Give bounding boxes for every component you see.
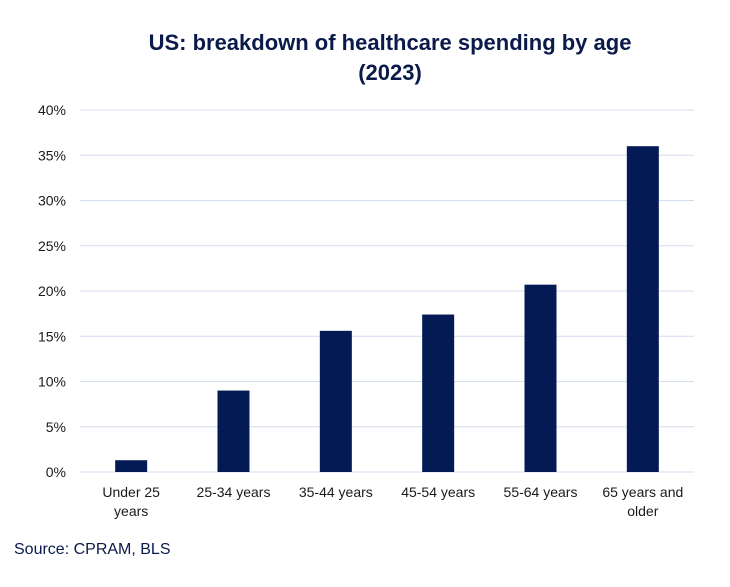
bar [626, 146, 659, 472]
x-category-label: Under 25 years [102, 484, 160, 519]
x-category-label: 25-34 years [197, 484, 271, 500]
bar [217, 390, 250, 472]
y-tick-label: 30% [38, 193, 66, 209]
y-tick-label: 20% [38, 283, 66, 299]
x-category-label: 55-64 years [504, 484, 578, 500]
y-tick-label: 40% [38, 102, 66, 118]
y-axis-tick-labels: 0% 5% 10% 15% 20% 25% 30% 35% 40% [38, 102, 66, 480]
bar [422, 314, 455, 472]
bar [115, 460, 148, 472]
chart-title-line-2: (2023) [358, 60, 422, 85]
y-tick-label: 0% [46, 464, 66, 480]
bars [115, 146, 659, 472]
y-tick-label: 15% [38, 328, 66, 344]
chart-title-line-1: US: breakdown of healthcare spending by … [148, 30, 632, 55]
y-tick-label: 25% [38, 238, 66, 254]
bar [319, 330, 352, 472]
y-tick-label: 5% [46, 419, 66, 435]
y-tick-label: 35% [38, 147, 66, 163]
bar [524, 284, 557, 472]
source-note: Source: CPRAM, BLS [14, 541, 171, 558]
x-axis-category-labels: Under 25 years 25-34 years 35-44 years 45-54… [102, 484, 683, 519]
chart-title: US: breakdown of healthcare spending by … [40, 28, 730, 88]
x-category-label: 45-54 years [401, 484, 475, 500]
gridlines [80, 109, 694, 473]
x-category-label: 35-44 years [299, 484, 373, 500]
y-tick-label: 10% [38, 374, 66, 390]
x-category-label: 65 years and older [602, 484, 683, 519]
